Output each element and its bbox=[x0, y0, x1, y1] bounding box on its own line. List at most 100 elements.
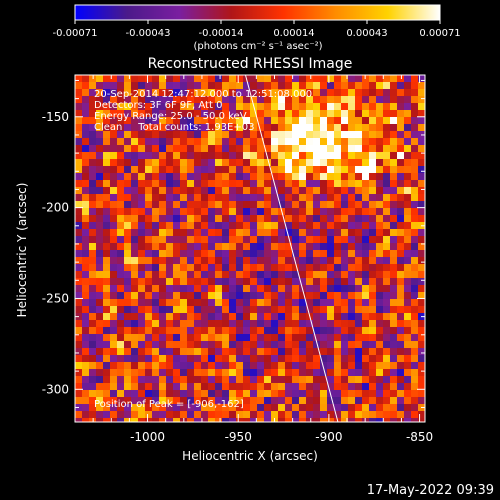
heatmap-cell bbox=[376, 320, 384, 328]
heatmap-cell bbox=[299, 208, 307, 216]
heatmap-cell bbox=[215, 152, 223, 160]
heatmap-cell bbox=[215, 306, 223, 314]
heatmap-cell bbox=[271, 264, 279, 272]
heatmap-cell bbox=[96, 89, 104, 97]
heatmap-cell bbox=[201, 152, 209, 160]
heatmap-cell bbox=[96, 257, 104, 265]
heatmap-cell bbox=[348, 131, 356, 139]
heatmap-cell bbox=[362, 383, 370, 391]
heatmap-cell bbox=[313, 264, 321, 272]
heatmap-cell bbox=[418, 187, 425, 195]
heatmap-cell bbox=[299, 229, 307, 237]
heatmap-cell bbox=[117, 369, 125, 377]
heatmap-cell bbox=[110, 194, 118, 202]
heatmap-cell bbox=[96, 180, 104, 188]
heatmap-cell bbox=[390, 138, 398, 146]
heatmap-cell bbox=[103, 376, 111, 384]
heatmap-cell bbox=[222, 89, 230, 97]
heatmap-cell bbox=[390, 278, 398, 286]
heatmap-cell bbox=[383, 124, 391, 132]
heatmap-cell bbox=[194, 194, 202, 202]
heatmap-cell bbox=[390, 166, 398, 174]
heatmap-cell bbox=[376, 152, 384, 160]
heatmap-cell bbox=[117, 159, 125, 167]
heatmap-cell bbox=[89, 355, 97, 363]
heatmap-cell bbox=[278, 411, 286, 419]
heatmap-cell bbox=[390, 89, 398, 97]
heatmap-cell bbox=[194, 278, 202, 286]
heatmap-cell bbox=[320, 383, 328, 391]
heatmap-cell bbox=[390, 411, 398, 419]
heatmap-cell bbox=[201, 355, 209, 363]
heatmap-cell bbox=[390, 292, 398, 300]
heatmap-cell bbox=[362, 327, 370, 335]
heatmap-cell bbox=[341, 341, 349, 349]
heatmap-cell bbox=[271, 278, 279, 286]
heatmap-cell bbox=[138, 131, 146, 139]
heatmap-cell bbox=[278, 299, 286, 307]
heatmap-cell bbox=[215, 229, 223, 237]
heatmap-cell bbox=[341, 131, 349, 139]
heatmap-cell bbox=[278, 152, 286, 160]
heatmap-cell bbox=[229, 152, 237, 160]
colorbar-tick-label: 0.00014 bbox=[273, 28, 314, 39]
heatmap-cell bbox=[369, 173, 377, 181]
heatmap-cell bbox=[369, 397, 377, 405]
heatmap-cell bbox=[194, 180, 202, 188]
heatmap-cell bbox=[173, 89, 181, 97]
heatmap-cell bbox=[250, 257, 258, 265]
heatmap-cell bbox=[285, 348, 293, 356]
heatmap-cell bbox=[229, 194, 237, 202]
heatmap-cell bbox=[348, 201, 356, 209]
heatmap-cell bbox=[201, 187, 209, 195]
heatmap-cell bbox=[187, 89, 195, 97]
heatmap-cell bbox=[271, 306, 279, 314]
heatmap-cell bbox=[229, 110, 237, 118]
heatmap-cell bbox=[82, 397, 90, 405]
heatmap-cell bbox=[362, 89, 370, 97]
heatmap-cell bbox=[306, 117, 314, 125]
heatmap-cell bbox=[89, 187, 97, 195]
heatmap-cell bbox=[341, 82, 349, 90]
heatmap-cell bbox=[96, 208, 104, 216]
heatmap-cell bbox=[404, 411, 412, 419]
heatmap-cell bbox=[404, 320, 412, 328]
heatmap-cell bbox=[334, 341, 342, 349]
heatmap-cell bbox=[271, 159, 279, 167]
heatmap-cell bbox=[397, 306, 405, 314]
heatmap-cell bbox=[369, 348, 377, 356]
heatmap-cell bbox=[355, 82, 363, 90]
heatmap-cell bbox=[159, 222, 167, 230]
heatmap-cell bbox=[334, 362, 342, 370]
heatmap-cell bbox=[173, 313, 181, 321]
heatmap-cell bbox=[397, 341, 405, 349]
heatmap-cell bbox=[264, 236, 272, 244]
heatmap-cell bbox=[236, 348, 244, 356]
heatmap-cell bbox=[75, 299, 83, 307]
heatmap-cell bbox=[292, 390, 300, 398]
heatmap-cell bbox=[103, 243, 111, 251]
heatmap-cell bbox=[376, 292, 384, 300]
heatmap-cell bbox=[250, 194, 258, 202]
heatmap-cell bbox=[271, 404, 279, 412]
heatmap-cell bbox=[292, 313, 300, 321]
heatmap-cell bbox=[383, 418, 391, 422]
heatmap-cell bbox=[306, 369, 314, 377]
heatmap-cell bbox=[194, 173, 202, 181]
heatmap-cell bbox=[145, 348, 153, 356]
heatmap-cell bbox=[110, 355, 118, 363]
heatmap-cell bbox=[173, 180, 181, 188]
heatmap-cell bbox=[236, 145, 244, 153]
heatmap-cell bbox=[376, 201, 384, 209]
heatmap-cell bbox=[243, 390, 251, 398]
heatmap-cell bbox=[124, 397, 132, 405]
heatmap-cell bbox=[215, 418, 223, 422]
heatmap-cell bbox=[348, 250, 356, 258]
heatmap-cell bbox=[397, 404, 405, 412]
heatmap-cell bbox=[89, 110, 97, 118]
heatmap-cell bbox=[187, 313, 195, 321]
heatmap-cell bbox=[404, 278, 412, 286]
heatmap-cell bbox=[411, 201, 419, 209]
heatmap-cell bbox=[411, 180, 419, 188]
heatmap-cell bbox=[327, 320, 335, 328]
